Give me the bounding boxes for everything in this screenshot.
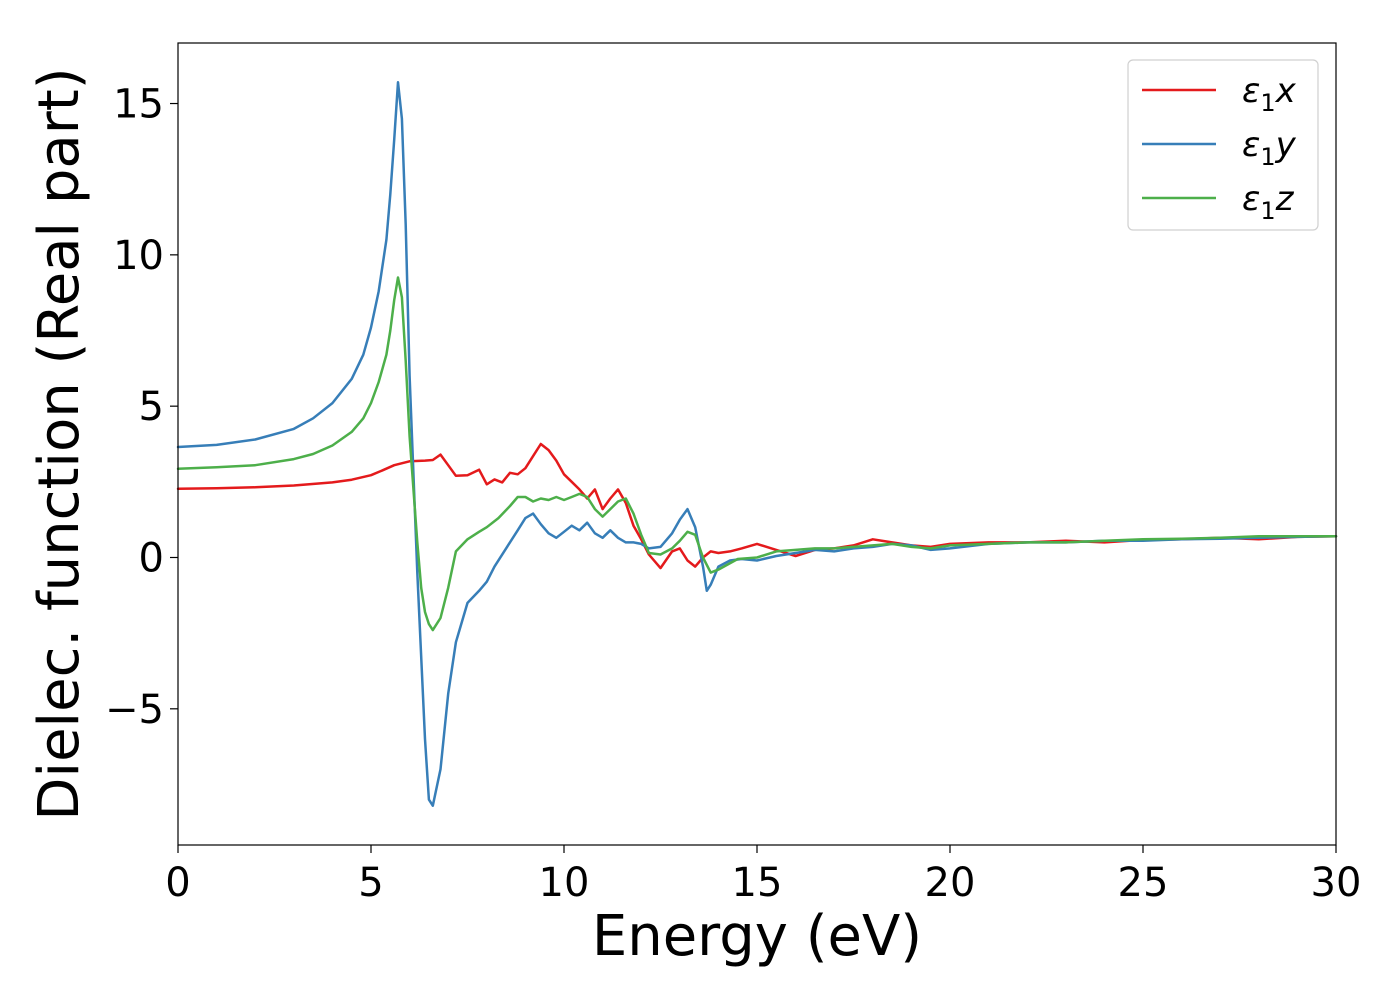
- x-tick-label: 15: [732, 860, 783, 906]
- legend-symbol: ε: [1242, 125, 1260, 165]
- x-tick-label: 5: [358, 860, 383, 906]
- legend-subscript: 1: [1260, 89, 1275, 117]
- series-lines: [176, 81, 1338, 807]
- x-tick-label: 20: [925, 860, 976, 906]
- x-axis-label: Energy (eV): [592, 904, 922, 969]
- x-tick-label: 10: [539, 860, 590, 906]
- axis-ticks: 0 5 10 15 20 25 30 −5 0 5 10 15: [105, 82, 1361, 906]
- legend-symbol: ε: [1242, 179, 1260, 219]
- y-tick-label: −5: [105, 687, 164, 733]
- y-axis-label: Dielec. function (Real part): [27, 67, 92, 820]
- x-tick-label: 30: [1311, 860, 1362, 906]
- legend-variable: x: [1275, 71, 1297, 111]
- y-tick-label: 0: [139, 535, 164, 581]
- legend-variable: z: [1275, 179, 1295, 219]
- legend-subscript: 1: [1260, 143, 1275, 171]
- x-tick-label: 25: [1118, 860, 1169, 906]
- legend-label-y: ε1y: [1242, 125, 1297, 171]
- legend-symbol: ε: [1242, 71, 1260, 111]
- legend-variable: y: [1275, 125, 1297, 165]
- y-tick-label: 10: [113, 233, 164, 279]
- legend-label-x: ε1x: [1242, 71, 1297, 117]
- legend-box: [1127, 59, 1319, 231]
- series-line-x: [176, 442, 1338, 570]
- y-tick-label: 15: [113, 82, 164, 128]
- x-tick-label: 0: [165, 860, 190, 906]
- y-tick-label: 5: [139, 384, 164, 430]
- series-line-z: [176, 276, 1338, 632]
- legend-subscript: 1: [1260, 197, 1275, 225]
- plot-frame: [177, 42, 1337, 846]
- legend-label-z: ε1z: [1242, 179, 1295, 225]
